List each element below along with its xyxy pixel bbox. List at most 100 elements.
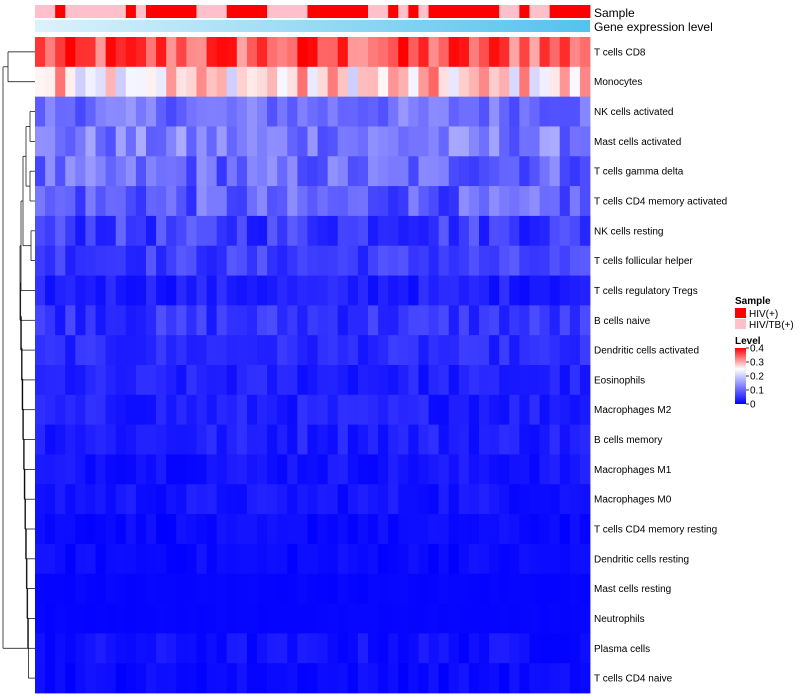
- heatmap-cell: [277, 335, 288, 366]
- heatmap-cell: [297, 245, 308, 276]
- heatmap-cell: [549, 365, 561, 396]
- heatmap-cell: [75, 424, 86, 455]
- heatmap-cell: [226, 245, 238, 276]
- heatmap-cell: [55, 37, 66, 68]
- heatmap-cell: [529, 96, 540, 127]
- heatmap-cell: [125, 484, 137, 515]
- heatmap-cell: [287, 96, 298, 127]
- heatmap-cell: [95, 454, 107, 485]
- heatmap-cell: [287, 573, 298, 604]
- heatmap-cell: [337, 215, 349, 247]
- heatmap-cell: [438, 245, 450, 276]
- heatmap-cell: [75, 186, 86, 217]
- heatmap-cell: [448, 335, 460, 366]
- heatmap-cell: [499, 96, 510, 127]
- heatmap-cell: [75, 305, 86, 336]
- heatmap-cell: [479, 37, 490, 68]
- heatmap-cell: [468, 37, 480, 68]
- heatmap-cell: [448, 126, 460, 157]
- heatmap-cell: [236, 156, 248, 187]
- heatmap-cell: [146, 156, 157, 187]
- heatmap-cell: [45, 454, 56, 485]
- heatmap-cell: [479, 156, 490, 187]
- heatmap-cell: [428, 603, 440, 634]
- heatmap-cell: [499, 543, 510, 575]
- heatmap-cell: [166, 275, 177, 306]
- heatmap-cell: [559, 96, 571, 127]
- heatmap-cell: [196, 633, 207, 664]
- heatmap-cell: [317, 66, 329, 98]
- heatmap-cell: [166, 454, 177, 485]
- heatmap-cell: [559, 245, 571, 276]
- heatmap-cell: [287, 156, 298, 187]
- sample-cell: [297, 5, 308, 18]
- heatmap-cell: [297, 305, 308, 336]
- sample-cell: [539, 5, 551, 18]
- heatmap-cell: [418, 305, 429, 336]
- level-tick-label: 0.1: [750, 386, 764, 397]
- heatmap-cell: [327, 484, 339, 515]
- heatmap-cell: [408, 633, 419, 664]
- heatmap-cell: [438, 573, 450, 604]
- heatmap-cell: [317, 365, 329, 396]
- heatmap-cell: [388, 633, 399, 664]
- level-legend-title: Level: [735, 336, 761, 347]
- heatmap-cell: [549, 335, 561, 366]
- heatmap-cell: [206, 484, 218, 515]
- heatmap-cell: [115, 245, 127, 276]
- heatmap-cell: [105, 37, 117, 68]
- heatmap-cell: [125, 186, 137, 217]
- heatmap-cell: [438, 186, 450, 217]
- heatmap-cell: [307, 37, 318, 68]
- sample-cell: [257, 5, 268, 18]
- heatmap-cell: [297, 96, 308, 127]
- heatmap-cell: [206, 96, 218, 127]
- heatmap-cell: [186, 663, 197, 694]
- heatmap-cell: [105, 215, 117, 247]
- heatmap-cell: [115, 484, 127, 515]
- heatmap-cell: [186, 424, 197, 455]
- heatmap-cell: [327, 37, 339, 68]
- heatmap-cell: [277, 245, 288, 276]
- heatmap-cell: [378, 633, 389, 664]
- heatmap-cell: [519, 37, 530, 68]
- heatmap-cell: [579, 305, 591, 336]
- heatmap-cell: [519, 156, 530, 187]
- heatmap-cell: [499, 454, 510, 485]
- heatmap-cell: [146, 365, 157, 396]
- heatmap-cell: [317, 186, 329, 217]
- heatmap-cell: [216, 484, 228, 515]
- sample-cell: [146, 5, 157, 18]
- heatmap-cell: [105, 245, 117, 276]
- heatmap-cell: [549, 484, 561, 515]
- heatmap-cell: [529, 335, 540, 366]
- heatmap-cell: [378, 305, 389, 336]
- heatmap-cell: [226, 66, 238, 98]
- heatmap-cell: [196, 424, 207, 455]
- heatmap-cell: [418, 96, 429, 127]
- heatmap-cell: [125, 96, 137, 127]
- heatmap-cell: [337, 37, 349, 68]
- heatmap-cell: [378, 394, 389, 426]
- heatmap-cell: [398, 484, 409, 515]
- heatmap-cell: [287, 305, 298, 336]
- heatmap-cell: [458, 394, 470, 426]
- heatmap-cell: [65, 573, 76, 604]
- heatmap-cell: [509, 424, 520, 455]
- heatmap-cell: [468, 245, 480, 276]
- heatmap-cell: [216, 633, 228, 664]
- heatmap-cell: [267, 484, 278, 515]
- heatmap-cell: [55, 335, 66, 366]
- heatmap-cell: [579, 454, 591, 485]
- heatmap-cell: [246, 543, 258, 575]
- heatmap-cell: [95, 186, 107, 217]
- heatmap-cell: [489, 275, 500, 306]
- heatmap-cell: [45, 37, 56, 68]
- level-ticks: 0.4 0.3 0.2 0.1 0: [746, 344, 764, 411]
- heatmap-cell: [368, 394, 379, 426]
- heatmap-cell: [156, 633, 167, 664]
- heatmap-cell: [297, 573, 308, 604]
- heatmap-cell: [509, 454, 520, 485]
- heatmap-cell: [529, 394, 540, 426]
- heatmap-cell: [378, 215, 389, 247]
